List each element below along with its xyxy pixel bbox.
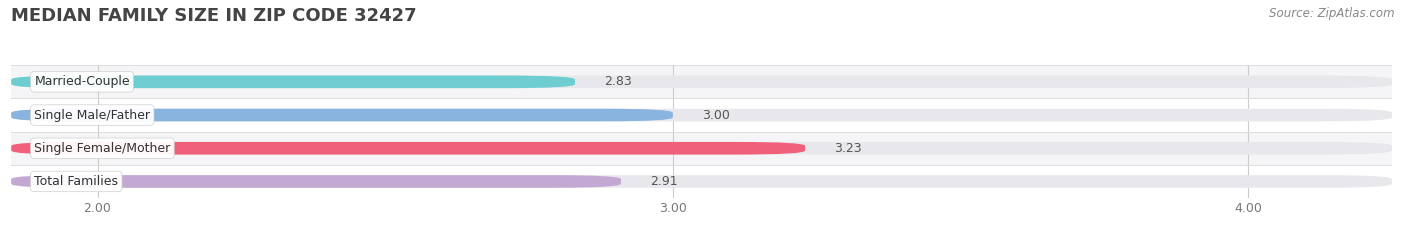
Bar: [11, 65, 1392, 98]
FancyBboxPatch shape: [11, 109, 1392, 121]
FancyBboxPatch shape: [11, 142, 1392, 154]
FancyBboxPatch shape: [11, 175, 1392, 188]
FancyBboxPatch shape: [11, 75, 575, 88]
FancyBboxPatch shape: [11, 109, 673, 121]
Text: 2.91: 2.91: [650, 175, 678, 188]
FancyBboxPatch shape: [11, 75, 1392, 88]
Text: MEDIAN FAMILY SIZE IN ZIP CODE 32427: MEDIAN FAMILY SIZE IN ZIP CODE 32427: [11, 7, 416, 25]
Text: Single Female/Mother: Single Female/Mother: [34, 142, 170, 155]
Text: Source: ZipAtlas.com: Source: ZipAtlas.com: [1270, 7, 1395, 20]
Text: Single Male/Father: Single Male/Father: [34, 109, 150, 122]
Text: Total Families: Total Families: [34, 175, 118, 188]
FancyBboxPatch shape: [11, 175, 621, 188]
Bar: [11, 165, 1392, 198]
FancyBboxPatch shape: [11, 142, 806, 154]
Text: Married-Couple: Married-Couple: [34, 75, 129, 88]
Bar: [11, 132, 1392, 165]
Text: 3.00: 3.00: [702, 109, 730, 122]
Text: 3.23: 3.23: [834, 142, 862, 155]
Bar: [11, 98, 1392, 132]
Text: 2.83: 2.83: [603, 75, 631, 88]
